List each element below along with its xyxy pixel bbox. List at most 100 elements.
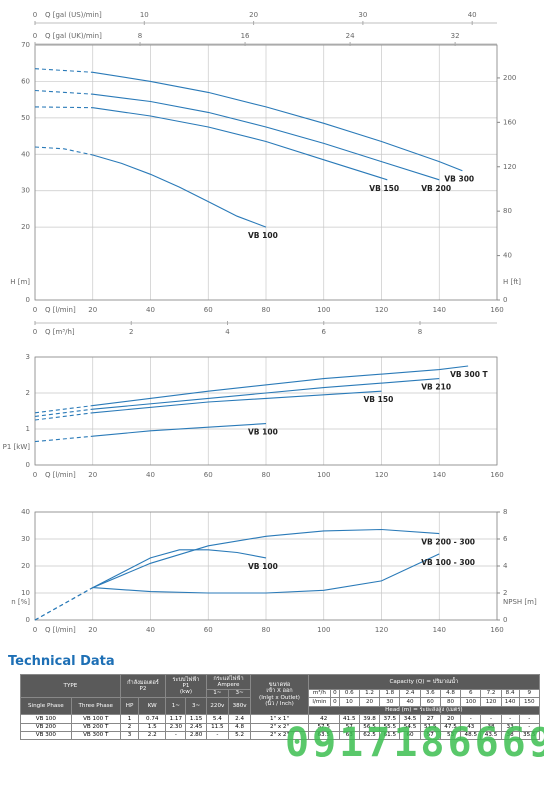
- y-tick-label: 40: [21, 150, 30, 158]
- y-tick-label: 0: [26, 461, 30, 469]
- cell: 2: [119, 722, 140, 732]
- x-tick-label: 160: [490, 626, 503, 634]
- cell: 5.2: [227, 730, 252, 741]
- cell: 2.45: [185, 722, 207, 732]
- cell: 43.5: [480, 730, 502, 741]
- th: Single Phase: [20, 697, 72, 716]
- cell: 60: [419, 697, 441, 707]
- series-label: VB 100 - 300: [421, 558, 475, 567]
- y-tick-label: 40: [21, 508, 30, 516]
- row: VB 200 VB 200 T 2 1.5 2.30 2.45 11.5 4.8 2" x 2"…: [20, 722, 541, 732]
- cell: 2.4: [227, 714, 252, 724]
- y2-tick-label: 160: [503, 118, 516, 126]
- th: Three Phase: [70, 697, 121, 716]
- x-tick-label: 80: [262, 471, 271, 479]
- cell: 0.74: [138, 714, 167, 724]
- extra-tick-label: 8: [418, 328, 422, 336]
- y2-tick-label: 8: [503, 508, 507, 516]
- th: 1~: [205, 688, 229, 699]
- plot-frame: [34, 44, 498, 301]
- y-tick-label: 20: [21, 223, 30, 231]
- x-tick-label: 40: [146, 306, 155, 314]
- y2-tick-label: 4: [503, 562, 508, 570]
- y-tick-label: 70: [21, 41, 30, 49]
- x-tick-label: 60: [204, 471, 213, 479]
- y2-tick-label: 120: [503, 163, 516, 171]
- extra-axis-label: Q [gal (UK)/min]: [45, 32, 102, 40]
- th: กำลังมอเตอร์ P2: [119, 673, 167, 699]
- cell: 2.4: [399, 688, 421, 699]
- series-line: [34, 528, 440, 621]
- x-tick-label: 140: [433, 306, 446, 314]
- y2-tick-label: 2: [503, 589, 507, 597]
- y-tick-label: 50: [21, 114, 30, 122]
- series-line: [34, 390, 382, 421]
- cell: 1.8: [379, 688, 401, 699]
- x-axis-label: Q [l/min]: [45, 471, 76, 479]
- cell: VB 200 T: [70, 722, 121, 732]
- series-line: [92, 553, 440, 594]
- series-line: [34, 106, 388, 181]
- x-tick-label: 160: [490, 306, 503, 314]
- x-tick-label: 20: [88, 306, 97, 314]
- th: l/min: [307, 697, 332, 707]
- cell: 0: [330, 688, 340, 699]
- y-tick-label: 0: [26, 296, 30, 304]
- series-line: [34, 68, 463, 172]
- y-tick-label: 2: [26, 389, 30, 397]
- x-tick-label: 120: [375, 306, 388, 314]
- cell: VB 300: [20, 730, 72, 741]
- th: TYPE: [20, 673, 121, 699]
- extra-tick-label: 0: [33, 32, 37, 40]
- cell: 6: [460, 688, 482, 699]
- series-label: VB 150: [369, 184, 399, 193]
- series-label: VB 100: [248, 562, 278, 571]
- extra-tick-label: 10: [140, 11, 149, 19]
- y2-tick-label: 6: [503, 535, 508, 543]
- cell: 2.80: [185, 730, 207, 741]
- th: 3~: [185, 697, 207, 716]
- extra-tick-label: 0: [33, 328, 37, 336]
- th: ระบบไฟฟ้า P1 (kw): [165, 673, 207, 699]
- x-tick-label: 20: [88, 471, 97, 479]
- extra-tick-label: 32: [451, 32, 460, 40]
- x-tick-label: 0: [33, 471, 37, 479]
- series-label: VB 200: [421, 184, 451, 193]
- x-tick-label: 100: [317, 471, 330, 479]
- th: 3~: [227, 688, 252, 699]
- cell: 1.17: [165, 714, 187, 724]
- cell: 100: [460, 697, 482, 707]
- y2-tick-label: 0: [503, 296, 507, 304]
- y-tick-label: 10: [21, 589, 30, 597]
- tech-table: TYPE กำลังมอเตอร์ P2 ระบบไฟฟ้า P1 (kw) ก…: [20, 673, 541, 741]
- x-tick-label: 100: [317, 626, 330, 634]
- x-tick-label: 80: [262, 306, 271, 314]
- y-tick-label: 20: [21, 562, 30, 570]
- series-label: VB 300: [444, 175, 474, 184]
- cell: 20: [358, 697, 381, 707]
- cell: VB 100 T: [70, 714, 121, 724]
- th: 220v: [205, 697, 229, 716]
- y2-tick-label: 200: [503, 74, 516, 82]
- y2-tick-label: 80: [503, 207, 512, 215]
- x-tick-label: 60: [204, 626, 213, 634]
- y-tick-label: 1: [26, 425, 30, 433]
- cell: VB 300 T: [70, 730, 121, 741]
- th: HP: [119, 697, 140, 716]
- plot-frame: [34, 511, 498, 621]
- y-tick-label: 30: [21, 187, 30, 195]
- extra-tick-label: 40: [468, 11, 477, 19]
- y2-axis-label: NPSH [m]: [503, 598, 537, 606]
- cell: -: [205, 730, 229, 741]
- x-tick-label: 120: [375, 626, 388, 634]
- th: m³/h: [307, 688, 332, 699]
- x-tick-label: 60: [204, 306, 213, 314]
- extra-tick-label: 6: [322, 328, 327, 336]
- x-tick-label: 120: [375, 471, 388, 479]
- x-axis-label: Q [l/min]: [45, 626, 76, 634]
- cell: 2.30: [165, 722, 187, 732]
- x-tick-label: 140: [433, 626, 446, 634]
- y-tick-label: 0: [26, 616, 30, 624]
- extra-tick-label: 30: [358, 11, 367, 19]
